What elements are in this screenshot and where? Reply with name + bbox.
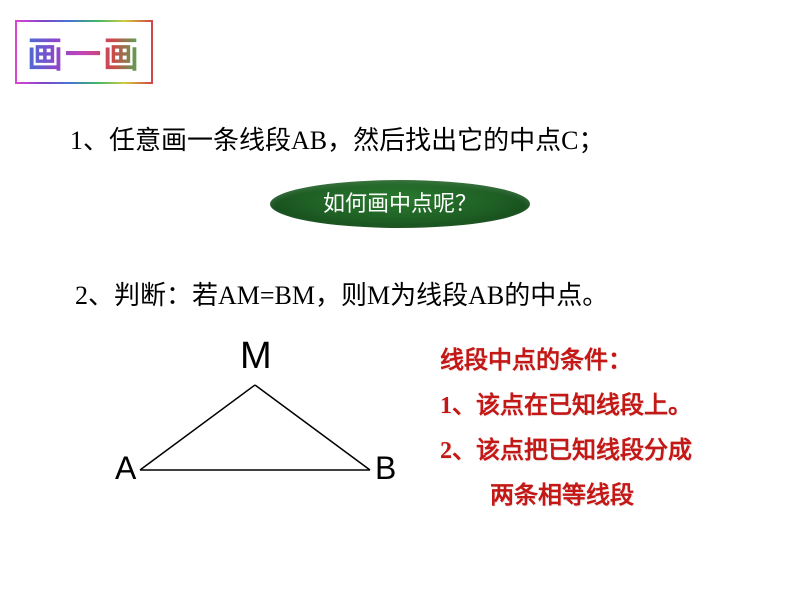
label-b: B <box>375 450 396 487</box>
label-m: M <box>240 335 272 378</box>
condition-1: 1、该点在已知线段上。 <box>440 385 692 420</box>
label-a: A <box>115 450 136 487</box>
title-box: 画一画 <box>15 20 153 84</box>
line-am <box>140 385 255 470</box>
question-2: 2、判断：若AM=BM，则M为线段AB的中点。 <box>75 275 608 312</box>
title-text: 画一画 <box>27 35 141 75</box>
hint-text: 如何画中点呢？ <box>323 191 477 216</box>
condition-2: 2、该点把已知线段分成 <box>440 430 692 465</box>
line-mb <box>255 385 370 470</box>
condition-2b: 两条相等线段 <box>490 475 634 510</box>
conditions-header: 线段中点的条件： <box>440 340 632 375</box>
hint-oval: 如何画中点呢？ <box>270 180 530 228</box>
question-1: 1、任意画一条线段AB，然后找出它的中点C； <box>70 120 604 157</box>
